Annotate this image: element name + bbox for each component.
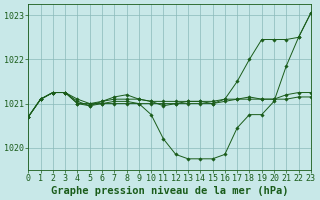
X-axis label: Graphe pression niveau de la mer (hPa): Graphe pression niveau de la mer (hPa) xyxy=(51,186,288,196)
